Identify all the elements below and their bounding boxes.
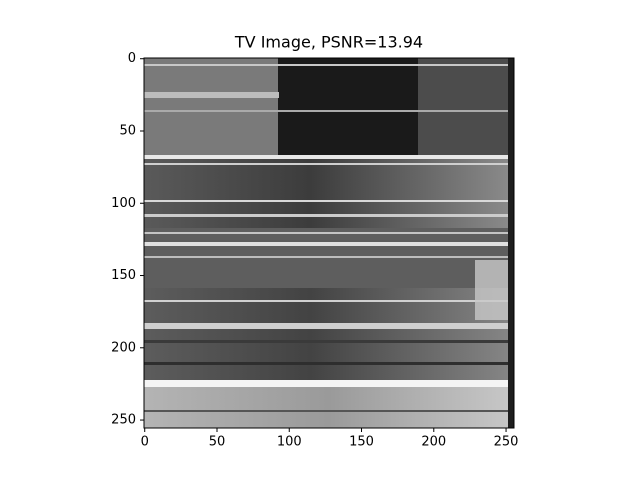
chart-title: TV Image, PSNR=13.94 — [234, 33, 423, 52]
image — [144, 58, 514, 428]
x-tick-label: 200 — [421, 435, 446, 450]
x-tick-label: 250 — [494, 435, 519, 450]
y-tick-label: 50 — [119, 123, 136, 138]
x-tick-label: 100 — [277, 435, 302, 450]
y-tick-label: 0 — [128, 51, 136, 66]
x-tick-label: 150 — [349, 435, 374, 450]
x-tick-label: 0 — [141, 435, 149, 450]
y-tick-label: 150 — [111, 268, 136, 283]
y-tick-label: 250 — [111, 413, 136, 428]
y-tick-label: 200 — [111, 340, 136, 355]
y-tick-label: 100 — [111, 196, 136, 211]
x-tick-label: 50 — [209, 435, 226, 450]
axes-frame — [143, 57, 515, 429]
